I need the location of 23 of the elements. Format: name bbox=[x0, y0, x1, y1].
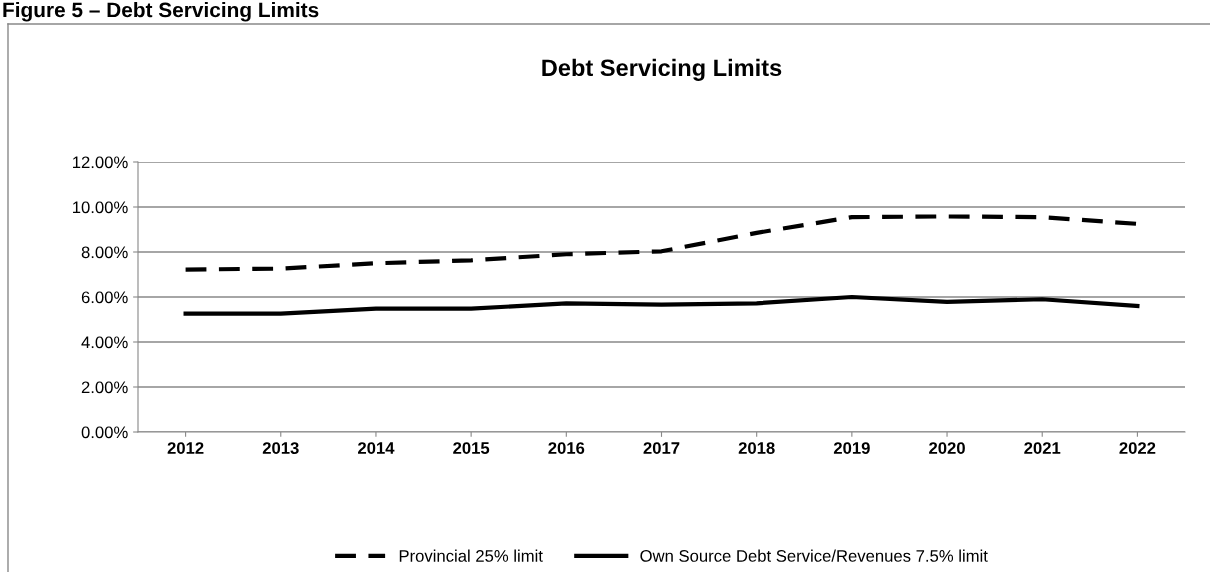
y-tick-label: 10.00% bbox=[73, 201, 128, 214]
y-tick-label: 0.00% bbox=[81, 426, 128, 439]
caption: Figure 5 – Debt Servicing Limits bbox=[3, 2, 319, 22]
x-tick-label: 2020 bbox=[929, 442, 965, 454]
x-tick-label: 2012 bbox=[167, 442, 204, 454]
y-tick-label: 2.00% bbox=[81, 381, 128, 394]
x-tick-label: 2019 bbox=[833, 442, 870, 454]
line-series bbox=[183, 294, 1140, 316]
chart-title: Debt Servicing Limits bbox=[542, 58, 782, 81]
x-tick-label: 2014 bbox=[358, 442, 395, 454]
legend-label: Provincial 25% limit bbox=[399, 549, 543, 562]
y-tick-label: 6.00% bbox=[81, 291, 128, 304]
x-tick-label: 2017 bbox=[643, 442, 680, 454]
y-tick-label: 8.00% bbox=[81, 246, 128, 259]
y-tick-label: 12.00% bbox=[73, 156, 128, 169]
x-tick-label: 2021 bbox=[1024, 442, 1061, 454]
x-tick-label: 2018 bbox=[738, 442, 775, 454]
x-tick-label: 2022 bbox=[1119, 442, 1156, 454]
y-tick-label: 4.00% bbox=[81, 336, 128, 349]
x-tick-label: 2016 bbox=[548, 442, 585, 454]
x-tick-label: 2013 bbox=[262, 442, 299, 454]
x-tick-label: 2015 bbox=[453, 442, 490, 454]
legend-label: Own Source Debt Service/Revenues 7.5% limit bbox=[640, 549, 988, 562]
